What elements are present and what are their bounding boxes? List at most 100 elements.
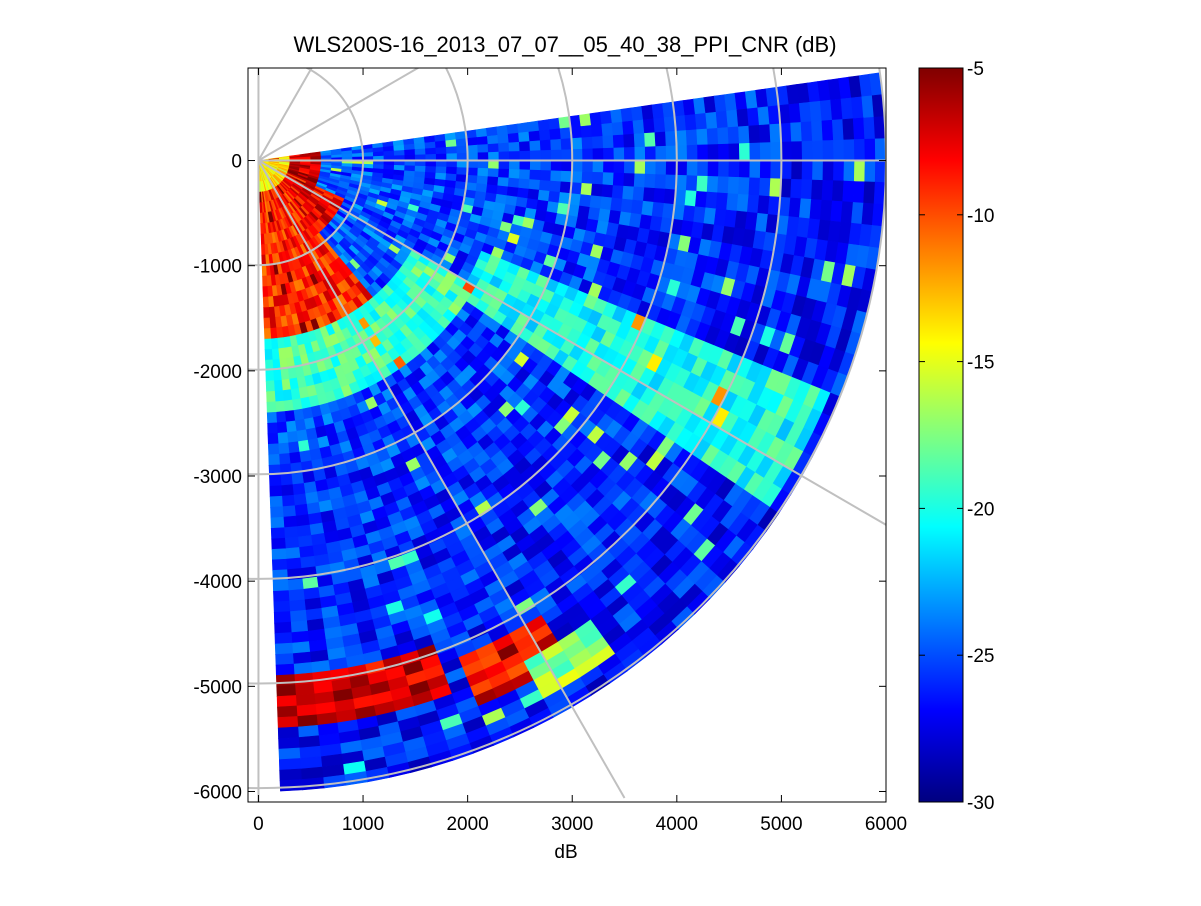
- cnr-cell: [854, 161, 865, 182]
- cnr-cell: [509, 161, 520, 170]
- cnr-cell: [697, 129, 708, 145]
- cnr-cell: [666, 161, 677, 176]
- cnr-cell: [695, 113, 707, 129]
- cnr-cell: [706, 192, 718, 209]
- cnr-cell: [436, 147, 447, 154]
- colorbar-tick-label: -10: [967, 206, 994, 227]
- cnr-cell: [540, 140, 551, 151]
- cnr-cell: [477, 136, 488, 145]
- cnr-cell: [707, 176, 718, 193]
- cnr-cell: [581, 125, 592, 137]
- cnr-cell: [738, 177, 749, 195]
- cnr-cell: [820, 100, 832, 121]
- cnr-cell: [275, 643, 293, 654]
- cnr-cell: [738, 126, 749, 144]
- cnr-cell: [739, 161, 750, 178]
- cnr-cell: [718, 128, 729, 145]
- cnr-cell: [279, 453, 290, 464]
- cnr-cell: [716, 193, 728, 210]
- cnr-cell: [275, 401, 285, 412]
- cnr-cell: [298, 535, 313, 547]
- cnr-cell: [277, 422, 287, 433]
- cnr-cell: [635, 161, 646, 175]
- cnr-cell: [590, 112, 602, 125]
- cnr-cell: [302, 471, 315, 483]
- x-tick-label: 6000: [865, 814, 907, 835]
- cnr-cell: [631, 106, 643, 121]
- cnr-cell: [591, 184, 603, 197]
- cnr-cell: [611, 198, 623, 212]
- cnr-cell: [260, 213, 263, 224]
- cnr-cell: [683, 99, 695, 115]
- cnr-cell: [771, 142, 782, 160]
- cnr-cell: [747, 108, 759, 126]
- cnr-cell: [279, 759, 301, 771]
- cnr-cell: [281, 485, 293, 497]
- cnr-cell: [759, 125, 770, 143]
- cnr-cell: [603, 161, 614, 174]
- cnr-cell: [799, 199, 811, 219]
- cnr-cell: [299, 746, 321, 758]
- cnr-cell: [875, 161, 886, 183]
- cnr-cell: [293, 409, 304, 421]
- cnr-cell: [519, 142, 530, 152]
- cnr-cell: [487, 177, 498, 186]
- cnr-cell: [457, 153, 468, 160]
- cnr-cell: [457, 161, 468, 168]
- cnr-cell: [291, 631, 308, 643]
- cnr-cell: [446, 167, 457, 174]
- cnr-cell: [519, 132, 530, 142]
- cnr-cell: [592, 136, 603, 149]
- cnr-cell: [645, 147, 656, 161]
- cnr-cell: [665, 131, 676, 146]
- cnr-cell: [528, 121, 540, 132]
- cnr-cell: [488, 169, 499, 178]
- cnr-cell: [287, 431, 298, 443]
- cnr-cell: [854, 139, 865, 160]
- cnr-cell: [280, 369, 289, 380]
- cnr-cell: [642, 105, 654, 120]
- cnr-cell: [290, 610, 307, 622]
- cnr-cell: [841, 202, 853, 224]
- cnr-cell: [276, 412, 286, 423]
- colorbar-tick-label: -15: [967, 353, 994, 374]
- cnr-cell: [875, 139, 886, 161]
- cnr-cell: [284, 400, 294, 412]
- y-tick-label: -3000: [193, 467, 242, 488]
- cnr-cell: [832, 120, 844, 141]
- cnr-cell: [593, 148, 604, 160]
- y-tick-label: -5000: [193, 677, 242, 698]
- cnr-cell: [291, 473, 303, 485]
- cnr-cell: [270, 328, 277, 339]
- colorbar: [919, 68, 963, 802]
- cnr-cell: [791, 179, 802, 198]
- cnr-cell: [297, 525, 311, 537]
- cnr-cell: [561, 171, 572, 182]
- cnr-cell: [269, 307, 275, 318]
- cnr-cell: [267, 412, 277, 423]
- cnr-cell: [530, 170, 541, 180]
- cnr-cell: [281, 379, 290, 390]
- cnr-cell: [286, 558, 301, 570]
- cnr-cell: [853, 182, 865, 204]
- cnr-cell: [727, 110, 739, 128]
- cnr-cell: [749, 125, 760, 143]
- cnr-cell: [446, 147, 457, 154]
- cnr-cell: [801, 122, 812, 142]
- cnr-cell: [583, 161, 594, 173]
- cnr-cell: [583, 149, 594, 161]
- cnr-cell: [293, 494, 306, 506]
- x-tick-label: 4000: [656, 814, 698, 835]
- cnr-cell: [468, 153, 479, 161]
- cnr-cell: [302, 577, 318, 589]
- cnr-cell: [792, 142, 803, 161]
- cnr-cell: [286, 548, 301, 560]
- cnr-cell: [550, 181, 561, 192]
- y-tick-label: -1000: [193, 257, 242, 278]
- cnr-cell: [467, 145, 478, 153]
- colorbar-tick-label: -20: [967, 499, 994, 520]
- cnr-cell: [498, 177, 509, 187]
- cnr-cell: [677, 161, 688, 176]
- cnr-cell: [279, 738, 300, 750]
